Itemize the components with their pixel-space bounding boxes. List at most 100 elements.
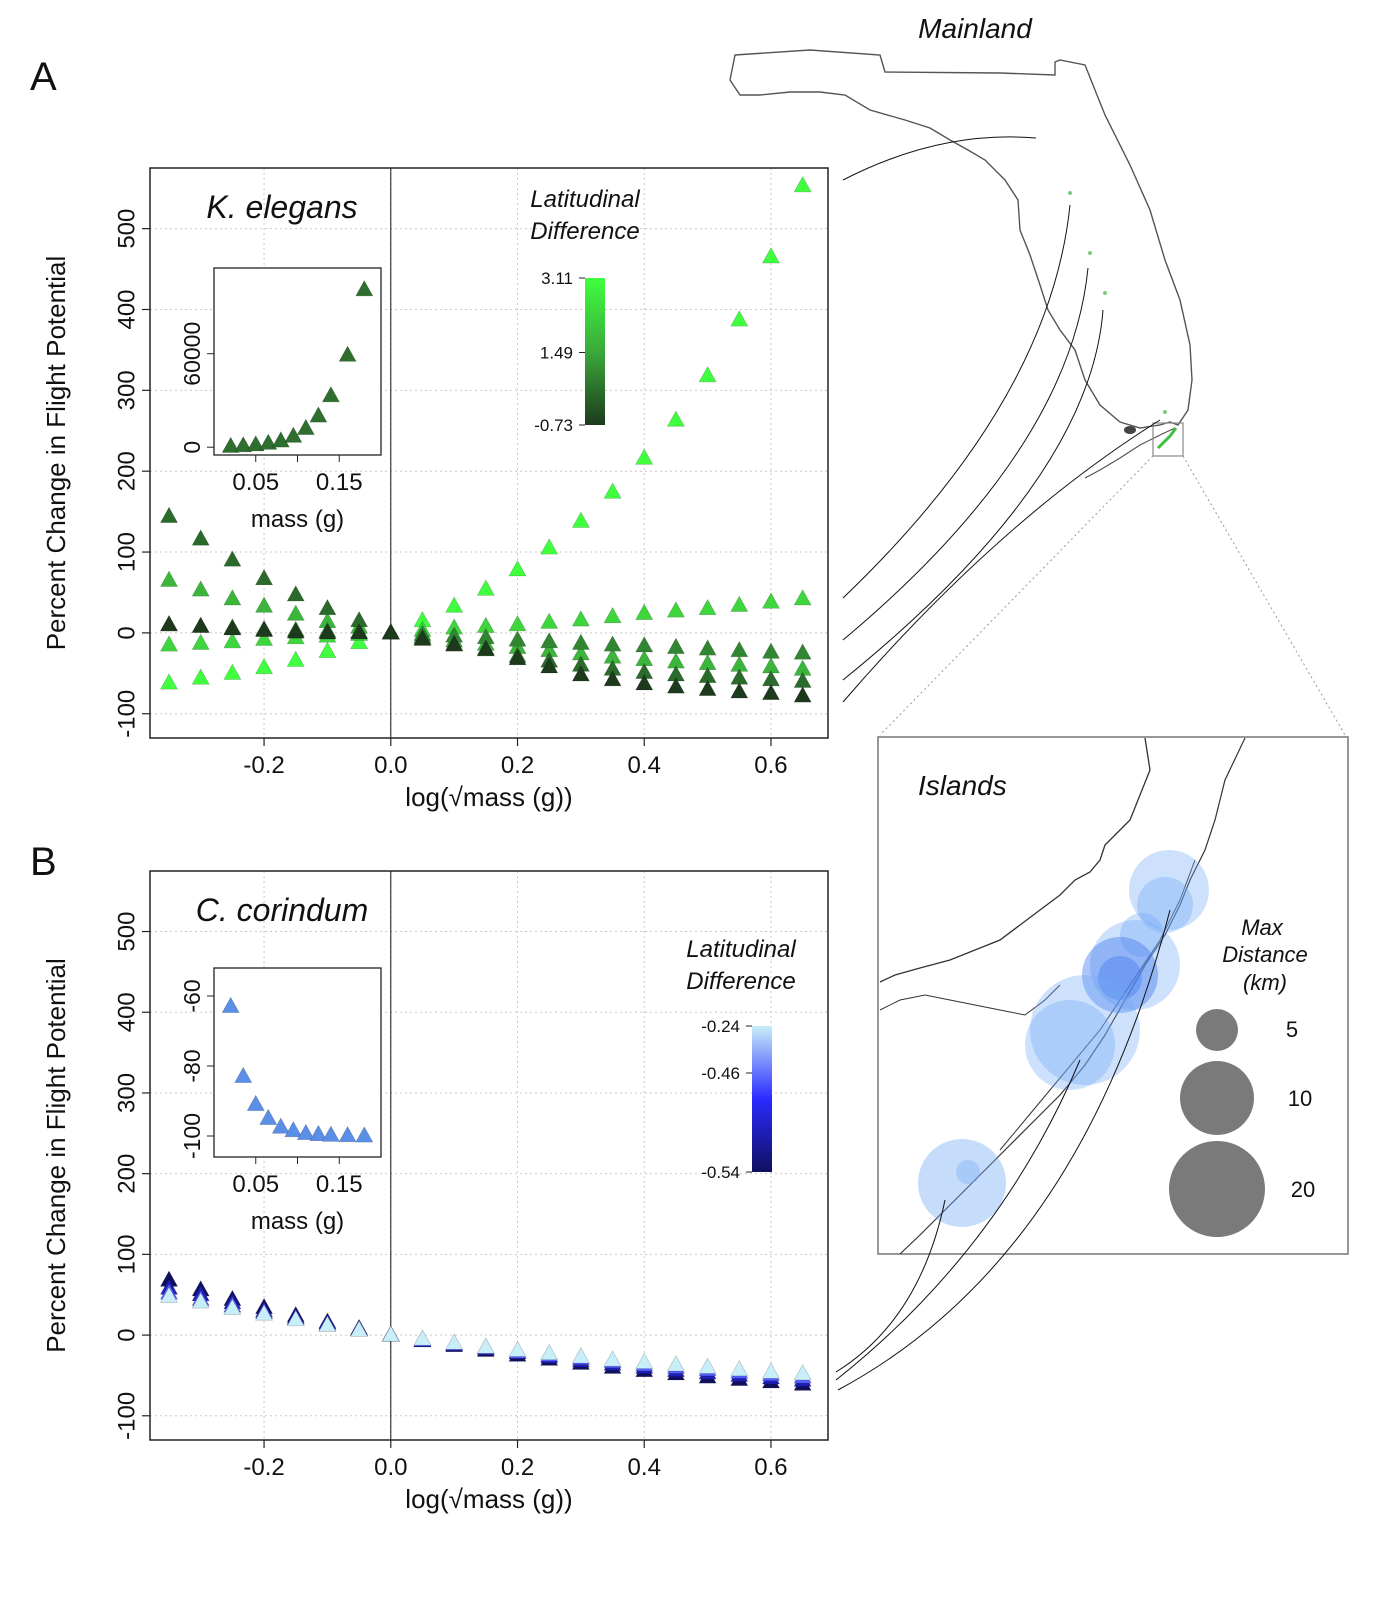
y-tick-label: 300 — [113, 370, 140, 410]
mainland-outline — [729, 49, 1193, 429]
x-tick-label: 0.6 — [754, 752, 787, 779]
data-point — [318, 598, 337, 616]
data-point — [350, 1320, 369, 1337]
data-point — [191, 1292, 210, 1309]
data-point — [603, 482, 622, 499]
data-point — [793, 589, 812, 606]
data-point — [730, 1359, 749, 1377]
inset-data-point — [259, 1108, 278, 1125]
data-point — [445, 1333, 464, 1350]
chart-b: -0.2 0.0 0.2 0.4 0.6 -100 0 100 200 300 400 500 log(… — [41, 870, 829, 1514]
data-point — [223, 550, 242, 567]
data-point — [666, 410, 685, 427]
keys-chain — [1084, 427, 1176, 479]
inset-data-point — [309, 1124, 328, 1142]
data-point — [508, 1340, 527, 1357]
colorbar-tick-label: -0.46 — [701, 1064, 740, 1083]
data-point — [223, 589, 242, 606]
distance-circle — [918, 1139, 1006, 1227]
inset-data-point — [296, 418, 315, 435]
data-point — [635, 636, 654, 653]
data-point — [603, 606, 622, 624]
x-axis-label: log(√mass (g)) — [405, 1484, 572, 1514]
panel-letter-a: A — [30, 55, 57, 99]
data-point — [159, 635, 179, 652]
colorbar — [752, 1026, 772, 1172]
inset-data-point — [271, 431, 290, 448]
data-point — [571, 633, 590, 650]
data-point — [793, 643, 812, 660]
data-point — [191, 616, 210, 633]
y-tick-label: 100 — [113, 1234, 140, 1274]
data-point — [540, 631, 559, 649]
colorbar — [585, 278, 605, 425]
data-point — [350, 632, 369, 650]
data-point — [540, 538, 559, 555]
legend-circle-large — [1169, 1141, 1265, 1237]
site-dot — [1163, 410, 1167, 414]
data-point — [666, 677, 685, 694]
data-point — [793, 1364, 812, 1381]
islands-label: Islands — [918, 770, 1007, 801]
data-point — [730, 310, 749, 327]
data-point — [571, 511, 590, 528]
inset-x-tick-label: 0.15 — [316, 1171, 363, 1198]
colorbar-title-line-1: Latitudinal — [530, 186, 640, 213]
data-point — [698, 679, 717, 696]
y-tick-label: 500 — [113, 912, 140, 952]
distance-circle — [1120, 913, 1164, 957]
legend-circle-medium — [1180, 1061, 1254, 1135]
zoom-line — [879, 455, 1154, 736]
inset-y-tick-label: -80 — [179, 1049, 205, 1082]
data-point — [761, 592, 780, 609]
data-point — [255, 596, 274, 613]
plot-frame — [149, 167, 829, 739]
data-point — [286, 604, 305, 621]
islands-coastline-outer — [899, 737, 1246, 1255]
distance-circle — [1090, 920, 1180, 1010]
x-tick-label: 0.0 — [374, 1454, 407, 1481]
data-point — [191, 668, 210, 685]
data-point — [508, 615, 527, 632]
max-distance-legend: Max Distance (km) 5 10 20 — [1169, 915, 1315, 1237]
distance-circle — [1098, 956, 1142, 1000]
inset-data-point — [221, 436, 240, 453]
y-tick-label: 200 — [113, 1154, 140, 1194]
data-point — [159, 570, 179, 587]
data-point — [635, 674, 654, 691]
data-point — [445, 596, 464, 613]
data-point — [191, 633, 210, 650]
connector-line — [842, 309, 1104, 681]
data-point — [286, 585, 305, 602]
inset-data-point — [246, 435, 265, 452]
inset-data-point — [221, 996, 240, 1013]
y-tick-label: 300 — [113, 1073, 140, 1113]
inset-data-point — [321, 385, 340, 403]
data-point — [635, 448, 654, 465]
islands-keys — [999, 859, 1196, 1151]
data-point — [603, 635, 622, 652]
data-point — [761, 1362, 780, 1379]
distance-circle — [1082, 937, 1158, 1013]
data-point — [476, 639, 495, 656]
inset-y-tick-label: -60 — [179, 979, 205, 1012]
connector-line — [842, 136, 1037, 181]
inset-frame — [213, 267, 382, 456]
data-point — [571, 665, 590, 682]
colorbar-tick-label: -0.73 — [534, 416, 573, 435]
inset-data-point — [309, 406, 328, 423]
inset-data-point — [259, 433, 278, 450]
legend-title-line-2: Distance — [1222, 942, 1308, 967]
site-dot — [1088, 251, 1092, 255]
data-point — [318, 623, 337, 640]
distance-circle — [1030, 975, 1140, 1085]
data-point — [223, 619, 242, 636]
data-point — [761, 642, 780, 659]
colorbar-tick-label: -0.24 — [701, 1017, 740, 1036]
inset-data-point — [284, 1120, 303, 1138]
x-tick-label: 0.6 — [754, 1454, 787, 1481]
y-tick-label: 0 — [113, 626, 140, 639]
data-point — [223, 1298, 242, 1315]
x-tick-label: 0.2 — [501, 1454, 534, 1481]
distance-circle — [956, 1160, 980, 1184]
